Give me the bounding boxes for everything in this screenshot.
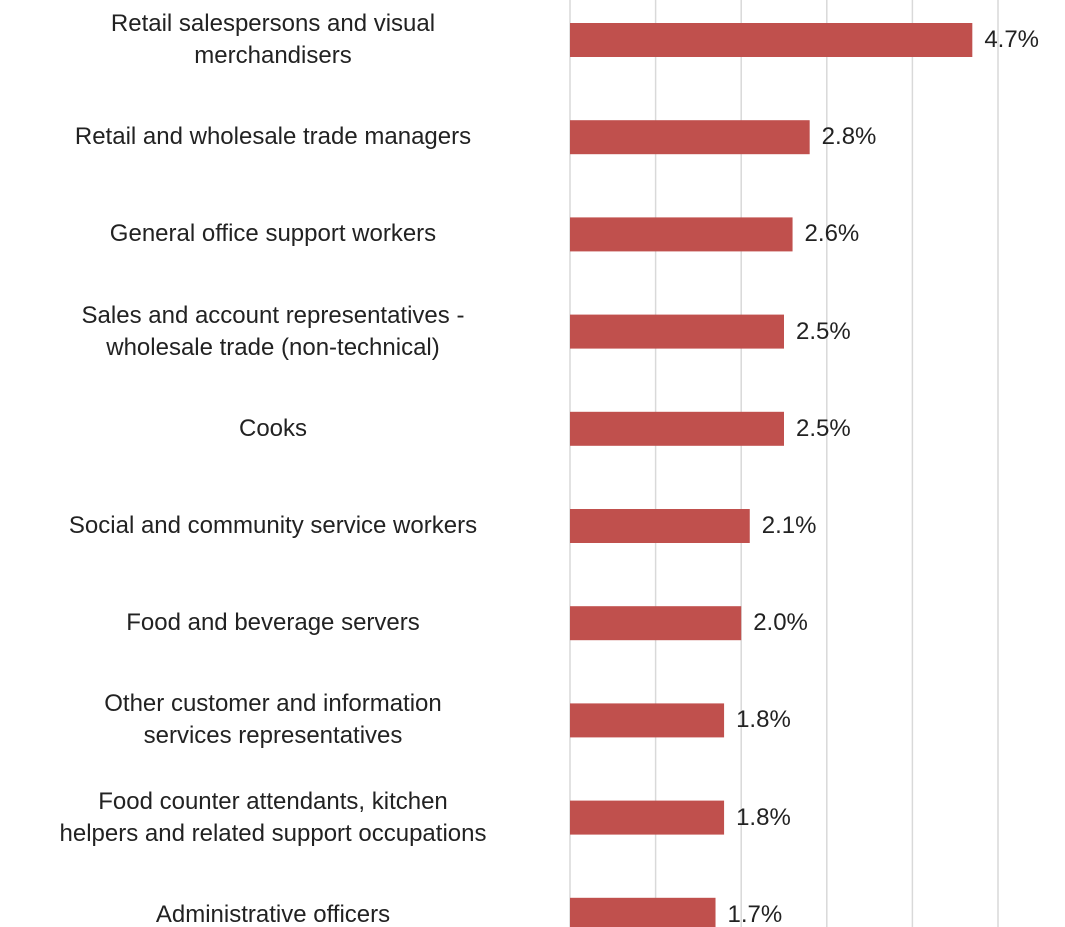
value-label: 1.8% bbox=[736, 803, 791, 831]
category-label: Retail salespersons and visual merchandi… bbox=[110, 10, 436, 69]
bar bbox=[570, 217, 793, 252]
value-label: 2.5% bbox=[796, 414, 851, 442]
value-label: 2.0% bbox=[753, 609, 808, 637]
category-label: Sales and account representatives - whol… bbox=[81, 301, 465, 361]
bar bbox=[570, 606, 742, 641]
bar bbox=[570, 800, 725, 835]
value-label: 4.7% bbox=[984, 26, 1040, 53]
bar bbox=[570, 120, 810, 155]
value-label: 1.7% bbox=[727, 900, 783, 927]
category-label: Food and beverage servers bbox=[126, 609, 420, 637]
value-label: 2.8% bbox=[821, 123, 877, 151]
bar bbox=[570, 411, 784, 446]
value-label: 2.1% bbox=[761, 512, 817, 539]
category-label: Food counter attendants, kitchen helpers… bbox=[59, 787, 487, 847]
category-label: Administrative officers bbox=[155, 900, 391, 927]
category-label: Retail and wholesale trade managers bbox=[74, 123, 472, 151]
bar bbox=[570, 23, 973, 57]
value-label: 1.8% bbox=[736, 706, 791, 734]
value-label: 2.5% bbox=[796, 317, 851, 345]
bar bbox=[570, 897, 716, 927]
bar bbox=[570, 703, 725, 738]
category-label: General office support workers bbox=[109, 220, 437, 248]
value-label: 2.6% bbox=[804, 220, 860, 248]
category-label: Cooks bbox=[238, 414, 308, 442]
category-label: Other customer and information services … bbox=[104, 690, 442, 750]
category-label: Social and community service workers bbox=[68, 512, 478, 539]
bar bbox=[570, 509, 750, 543]
bar bbox=[570, 314, 784, 349]
